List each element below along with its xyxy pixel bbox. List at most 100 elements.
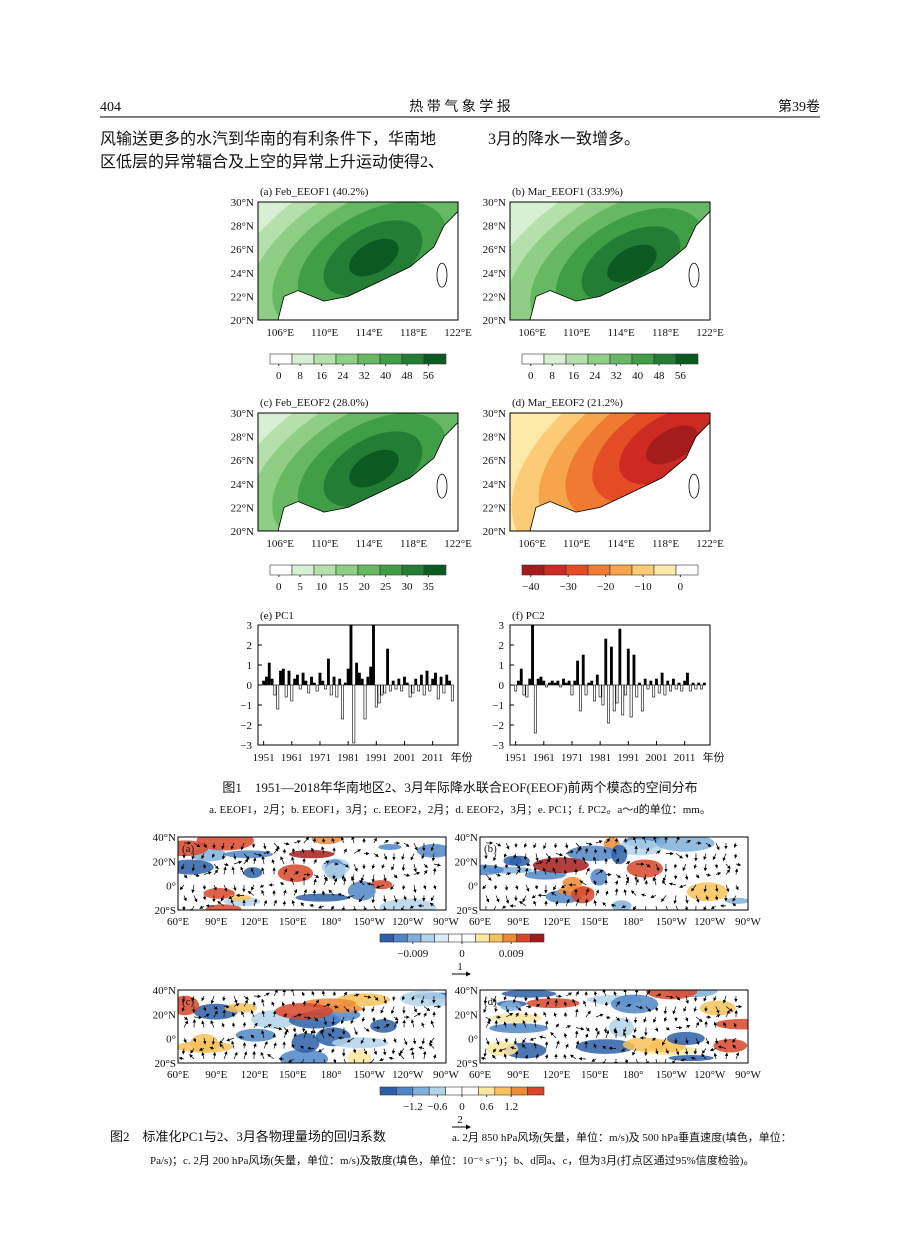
lon-label: 90°E xyxy=(205,1069,227,1081)
anomaly-blob xyxy=(235,1028,276,1042)
colorbar-label: 32 xyxy=(359,370,370,382)
wind-vector xyxy=(725,863,731,870)
wind-vector xyxy=(421,1037,426,1045)
map-frame xyxy=(479,989,749,1064)
wind-vector xyxy=(232,853,237,860)
map-frame xyxy=(177,989,447,1064)
wind-vector xyxy=(633,1027,637,1033)
wind-vector xyxy=(189,1054,195,1060)
wind-vector xyxy=(620,1048,627,1052)
colorbar-label: 0 xyxy=(276,581,282,593)
wind-vector xyxy=(361,1006,366,1013)
wind-vector xyxy=(223,1051,228,1060)
anomaly-blob xyxy=(590,868,608,886)
wind-vector xyxy=(283,868,288,875)
wind-vector xyxy=(495,1037,500,1046)
bar xyxy=(284,684,288,698)
colorbar-box xyxy=(401,353,425,365)
bar xyxy=(369,666,373,686)
wind-vector xyxy=(201,853,205,860)
wind-vector xyxy=(683,1006,687,1012)
wind-vector xyxy=(263,992,270,997)
wind-vector xyxy=(352,1048,357,1054)
wind-vector xyxy=(675,853,683,859)
colorbar-box xyxy=(291,353,315,365)
wind-vector xyxy=(398,1052,405,1060)
bar xyxy=(626,648,630,686)
map-shading xyxy=(480,837,748,910)
x-tick-label: 1971 xyxy=(309,752,331,764)
bar xyxy=(318,672,322,686)
bar xyxy=(281,668,285,686)
x-tick-label: 1981 xyxy=(589,752,611,764)
wind-vector xyxy=(343,991,348,997)
wind-vector xyxy=(303,1016,312,1020)
wind-vector xyxy=(413,1012,422,1018)
wind-vector xyxy=(614,888,619,896)
wind-vector xyxy=(323,1003,331,1007)
colorbar-box xyxy=(461,1086,479,1096)
wind-vector xyxy=(503,1053,508,1060)
wind-vector xyxy=(432,884,437,890)
colorbar-label: 16 xyxy=(568,370,580,382)
bar xyxy=(618,628,622,686)
wind-vector xyxy=(323,1016,328,1026)
wind-vector xyxy=(705,1037,710,1045)
lat-label: 0° xyxy=(166,881,176,893)
wind-vector xyxy=(584,1033,589,1039)
colorbar-box xyxy=(631,564,655,576)
wind-vector xyxy=(584,847,589,854)
wind-vector xyxy=(183,1037,187,1044)
wind-vector xyxy=(513,853,517,859)
bar xyxy=(570,684,574,696)
bar xyxy=(666,680,670,686)
bar xyxy=(403,676,406,686)
wind-vector xyxy=(381,863,385,869)
wind-vector xyxy=(343,848,347,854)
wind-vector xyxy=(421,853,425,860)
wind-vector xyxy=(238,1035,245,1040)
wind-vector xyxy=(291,899,296,907)
wind-vector xyxy=(353,849,361,854)
wind-vector xyxy=(313,1016,319,1022)
wind-vector xyxy=(583,1000,587,1007)
bar xyxy=(691,682,695,686)
anomaly-blob xyxy=(532,857,589,874)
wind-vector xyxy=(371,863,376,870)
anomaly-blob xyxy=(490,1013,542,1023)
colorbar-box xyxy=(609,564,633,576)
wind-vector xyxy=(585,1027,590,1032)
wind-vector xyxy=(261,867,265,875)
lat-label: 30°N xyxy=(231,197,254,209)
lat-label: 20°N xyxy=(153,1009,176,1021)
wind-vector xyxy=(242,1021,247,1028)
wind-vector xyxy=(582,856,587,865)
wind-vector xyxy=(633,1016,638,1024)
anomaly-blob xyxy=(224,1003,258,1013)
bar xyxy=(262,680,266,686)
wind-vector xyxy=(261,998,265,1007)
wind-vector xyxy=(574,1030,579,1039)
wind-vector xyxy=(282,900,287,907)
bar xyxy=(640,684,644,712)
bar xyxy=(298,684,302,690)
wind-vector xyxy=(341,874,346,880)
wind-vector xyxy=(201,995,205,1002)
wind-vector xyxy=(714,895,719,901)
wind-vector xyxy=(193,1015,203,1020)
colorbar-label: 0.009 xyxy=(499,948,524,960)
lat-label: 22°N xyxy=(483,502,506,514)
wind-vector xyxy=(432,1054,437,1060)
wind-vector xyxy=(201,1020,205,1028)
lon-label: 150°E xyxy=(581,1069,609,1081)
wind-vector xyxy=(337,893,345,897)
bar xyxy=(612,684,616,712)
wind-vector xyxy=(323,860,330,865)
colorbar-box xyxy=(530,933,545,943)
wind-vector xyxy=(625,879,629,886)
wind-vector xyxy=(661,895,667,902)
bar xyxy=(632,654,636,686)
wind-vector xyxy=(563,890,567,896)
wind-vector xyxy=(250,1009,255,1018)
bar xyxy=(694,684,698,690)
